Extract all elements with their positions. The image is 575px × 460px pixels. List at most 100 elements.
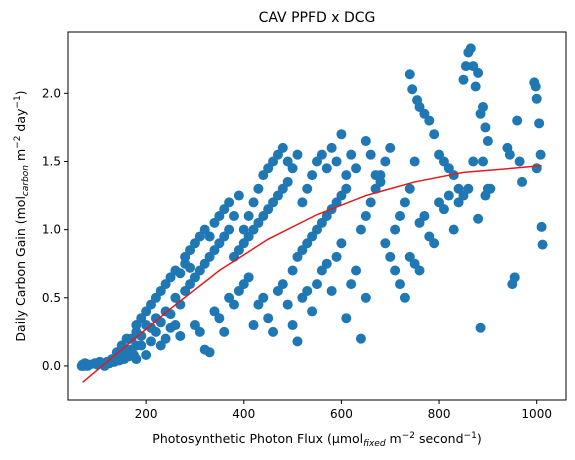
data-point [346, 279, 357, 290]
data-point [390, 265, 401, 276]
y-axis-label: Daily Carbon Gain (molcarbon m−2 day−1) [13, 90, 31, 341]
data-point [302, 285, 313, 296]
data-point [321, 163, 332, 174]
data-point [287, 320, 298, 331]
data-point [404, 69, 415, 80]
y-axis-label-post: ) [13, 90, 28, 95]
data-point [419, 211, 430, 221]
data-point [277, 142, 288, 153]
data-point [341, 183, 352, 194]
y-axis-label-sub: carbon [21, 165, 31, 196]
data-point [443, 190, 454, 201]
data-point [463, 183, 474, 194]
data-point [282, 299, 293, 310]
data-point [277, 279, 288, 290]
data-point [243, 211, 254, 221]
data-point [482, 136, 493, 147]
x-axis-label-sup2: −1 [464, 431, 477, 441]
data-point [438, 204, 449, 215]
data-point [248, 320, 259, 331]
data-point [480, 122, 491, 133]
data-point [385, 251, 396, 262]
data-point [155, 317, 166, 328]
data-point [360, 292, 371, 303]
data-point [336, 129, 347, 140]
data-point [341, 313, 352, 324]
data-point [341, 170, 352, 181]
data-point [468, 156, 479, 167]
data-point [465, 43, 476, 54]
data-point [302, 183, 313, 194]
y-axis-label-mid2: day [13, 108, 28, 136]
y-axis: 0.0 0.5 1.0 1.5 2.0 [42, 86, 68, 373]
data-point [312, 279, 322, 290]
data-point [531, 163, 542, 174]
data-point [321, 258, 332, 269]
data-point [509, 272, 520, 283]
data-point [175, 268, 186, 279]
y-axis-label-sup2: −1 [13, 95, 23, 108]
data-point [404, 183, 415, 194]
data-point [536, 221, 547, 232]
x-tick-label: 1000 [521, 407, 552, 421]
x-axis: 200 400 600 800 1000 [135, 400, 552, 421]
data-point [399, 197, 410, 208]
x-tick-label: 800 [428, 407, 451, 421]
data-point [512, 115, 523, 126]
x-tick-label: 200 [135, 407, 158, 421]
data-point [407, 84, 418, 95]
data-point [355, 224, 366, 235]
data-point [429, 238, 440, 249]
data-point [248, 197, 259, 208]
y-tick-label: 1.0 [42, 223, 61, 237]
data-point [482, 183, 493, 194]
data-point [175, 330, 186, 341]
data-point [219, 326, 230, 337]
y-axis-label-pre: Daily Carbon Gain (mol [13, 196, 28, 342]
data-point [351, 265, 362, 276]
data-point [121, 333, 132, 344]
x-axis-label-sub: fixed [363, 439, 386, 449]
x-tick-label: 600 [330, 407, 353, 421]
data-point [414, 265, 425, 276]
data-point [141, 350, 152, 361]
data-point [292, 336, 303, 347]
data-point [517, 176, 528, 187]
data-point [263, 313, 274, 324]
data-point [326, 285, 337, 296]
data-point [429, 129, 440, 140]
data-point [326, 142, 337, 153]
data-point [458, 74, 469, 85]
data-point [194, 326, 205, 337]
data-point [243, 272, 254, 283]
data-point [478, 156, 488, 167]
x-axis-label-sup1: −2 [402, 431, 415, 441]
data-point [214, 313, 225, 324]
x-axis-label-pre: Photosynthetic Photon Flux (µmol [152, 431, 363, 446]
data-point [375, 176, 386, 187]
data-point [185, 262, 196, 273]
data-point [336, 238, 347, 249]
data-point [346, 149, 357, 160]
data-point [204, 231, 215, 242]
data-point [380, 238, 391, 249]
data-point [292, 149, 303, 160]
y-tick-label: 0.0 [42, 359, 61, 373]
data-point [380, 156, 391, 167]
data-point [531, 93, 542, 104]
data-point [365, 197, 376, 208]
data-point [448, 170, 459, 181]
data-point [253, 183, 264, 194]
data-point [150, 326, 161, 337]
data-point [537, 239, 548, 250]
data-point [287, 163, 298, 174]
y-axis-label-mid: m [13, 149, 28, 165]
data-point [395, 211, 405, 221]
data-point [224, 197, 235, 208]
data-point [307, 170, 318, 181]
x-axis-label-mid2: second [415, 431, 464, 446]
data-point [409, 156, 420, 167]
y-tick-label: 2.0 [42, 86, 61, 100]
data-point [473, 67, 484, 78]
